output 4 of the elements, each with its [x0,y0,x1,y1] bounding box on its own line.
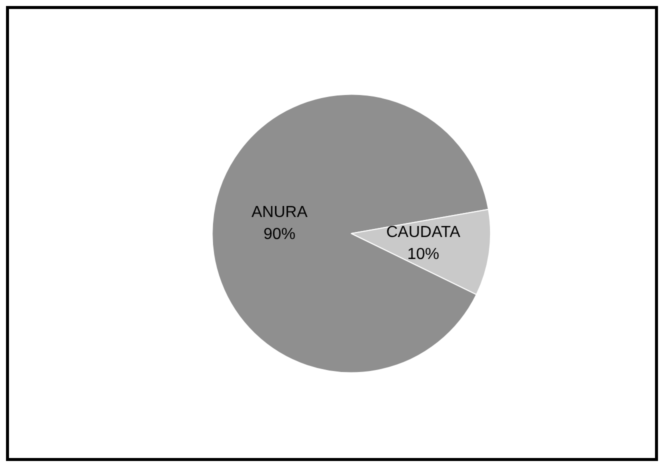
data-label: 10% [407,246,440,264]
slice-label: ANURA [251,204,308,221]
slice-label: CAUDATA [386,224,461,242]
data-label: 90% [263,226,296,243]
